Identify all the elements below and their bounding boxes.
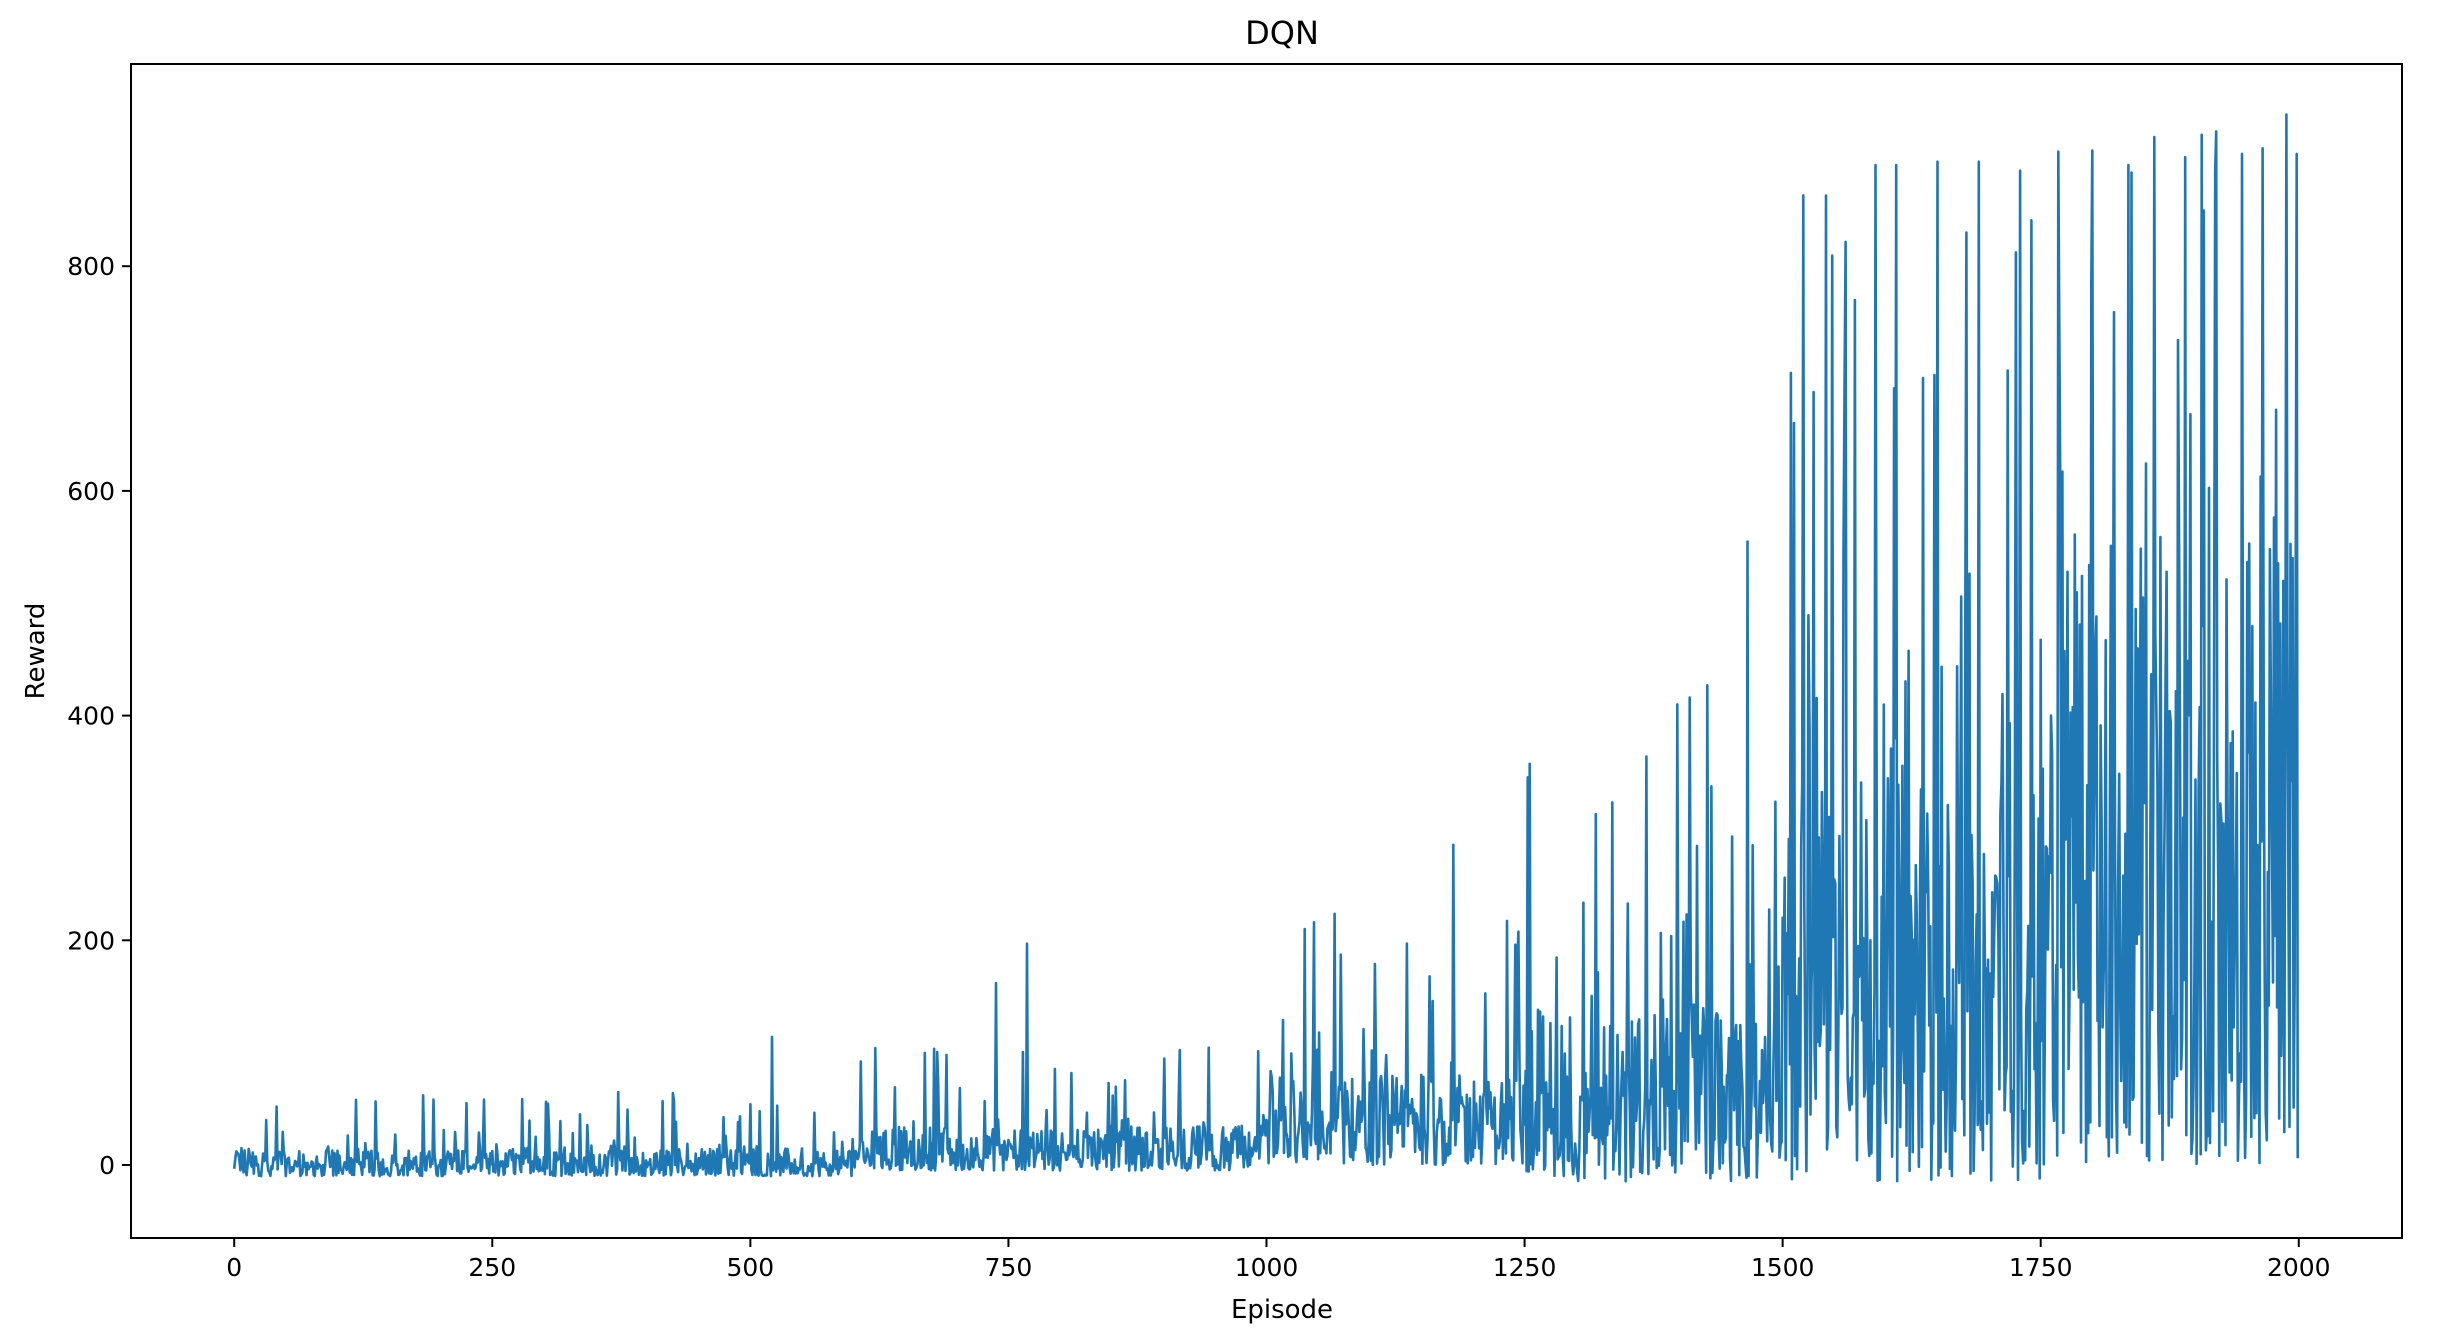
x-tick-label: 2000 [2267, 1253, 2331, 1282]
y-tick-label: 400 [67, 702, 115, 731]
x-tick-label: 750 [985, 1253, 1033, 1282]
x-tick-label: 500 [727, 1253, 775, 1282]
x-tick-label: 250 [468, 1253, 516, 1282]
y-tick-label: 600 [67, 477, 115, 506]
x-tick-label: 1750 [2009, 1253, 2073, 1282]
x-axis-label: Episode [1231, 1295, 1333, 1325]
reward-series-line [232, 113, 2299, 1183]
y-tick-label: 0 [99, 1151, 115, 1180]
x-tick-label: 1500 [1751, 1253, 1815, 1282]
y-tick-label: 800 [67, 252, 115, 281]
chart-title: DQN [1245, 14, 1319, 52]
x-tick-label: 1000 [1235, 1253, 1299, 1282]
x-axis: 0 250 500 750 1000 1250 1500 1750 2000 [226, 1238, 2331, 1282]
x-tick-label: 1250 [1493, 1253, 1557, 1282]
y-tick-label: 200 [67, 926, 115, 955]
y-axis-label: Reward [21, 603, 51, 700]
x-tick-label: 0 [226, 1253, 242, 1282]
y-axis: 0 200 400 600 800 [67, 252, 131, 1180]
